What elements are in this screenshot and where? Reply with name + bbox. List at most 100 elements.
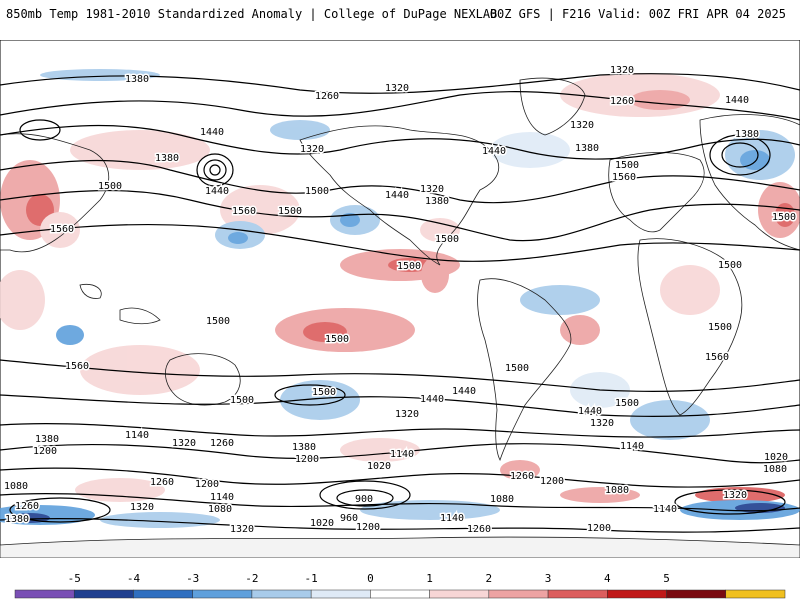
contour-label: 1500: [230, 395, 254, 406]
contour-labels: 1380 1320 1260 1320 1440 1320 1260 1440 …: [3, 64, 798, 537]
contour-label: 1200: [33, 446, 57, 457]
contour-label: 1140: [210, 492, 234, 503]
contour-label: 1320: [420, 184, 444, 195]
contour-label: 1080: [763, 464, 787, 475]
contour-label: 1500: [718, 260, 742, 271]
colorbar-tick-label: 2: [486, 572, 493, 585]
contour-label: 1440: [385, 190, 409, 201]
contour-label: 900: [355, 494, 373, 505]
contour-label: 1140: [390, 449, 414, 460]
contour-label: 1380: [735, 129, 759, 140]
colorbar-segment: [429, 589, 490, 599]
contour-label: 1500: [615, 398, 639, 409]
contour-label: 1200: [195, 479, 219, 490]
colorbar-segment: [73, 589, 134, 599]
contour-label: 1080: [605, 485, 629, 496]
contour-label: 1440: [205, 186, 229, 197]
contour-label: 1140: [210, 492, 234, 503]
contour-label: 1200: [356, 522, 380, 533]
contour-label: 1560: [50, 224, 74, 235]
contour-label: 1320: [172, 438, 196, 449]
colorbar-segment: [607, 589, 667, 599]
anomaly-map: 1380 1320 1260 1320 1440 1320 1260 1440 …: [0, 40, 800, 558]
contour-label: 1500: [206, 316, 230, 327]
contour-label: 1320: [300, 144, 324, 155]
contour-label: 1440: [482, 146, 506, 157]
contour-label: 1440: [725, 95, 749, 106]
contour-label: 1200: [295, 454, 319, 465]
contour-label: 1320: [230, 524, 254, 535]
colorbar-tick-label: -1: [305, 572, 318, 585]
contour-label: 1440: [200, 127, 224, 138]
contour-label: 1260: [210, 438, 234, 449]
colorbar-segment: [370, 589, 430, 599]
model-run-info: 00Z GFS | F216 Valid: 00Z FRI APR 04 202…: [489, 7, 786, 21]
map-title: 850mb Temp 1981-2010 Standardized Anomal…: [6, 7, 498, 21]
contour-label: 1320: [395, 409, 419, 420]
contour-label: 1140: [125, 430, 149, 441]
height-contours: [0, 73, 800, 533]
contour-label: 1320: [723, 490, 747, 501]
contour-label: 1500: [305, 186, 329, 197]
colorbar-tick-label: 0: [367, 572, 374, 585]
contour-label: 1560: [612, 172, 636, 183]
colorbar-segment: [547, 589, 608, 599]
contour-label: 1380: [125, 74, 149, 85]
colorbar-tick-label: -2: [245, 572, 258, 585]
contour-label: 1260: [510, 471, 534, 482]
contour-label: 1440: [578, 406, 602, 417]
contour-label: 1140: [440, 513, 464, 524]
contour-label: 1200: [540, 476, 564, 487]
contour-label: 1560: [705, 352, 729, 363]
colorbar-segment: [725, 589, 786, 599]
contour-label: 1260: [467, 524, 491, 535]
header: 850mb Temp 1981-2010 Standardized Anomal…: [0, 0, 800, 30]
contour-label: 1380: [5, 514, 29, 525]
contour-label: 1560: [232, 206, 256, 217]
contour-label: 1320: [570, 120, 594, 131]
contour-label: 1260: [15, 501, 39, 512]
contour-label: 1500: [98, 181, 122, 192]
contour-label: 1380: [35, 434, 59, 445]
contour-label: 1140: [620, 441, 644, 452]
contour-label: 1500: [325, 334, 349, 345]
contour-label: 1380: [155, 153, 179, 164]
colorbar-tick-label: -3: [186, 572, 199, 585]
contour-label: 960: [340, 513, 358, 524]
colorbar-tick-label: 4: [604, 572, 611, 585]
contour-label: 1020: [367, 461, 391, 472]
contour-label: 1140: [653, 504, 677, 515]
colorbar-segment: [14, 589, 75, 599]
contour-label: 1500: [772, 212, 796, 223]
contour-label: 1260: [315, 91, 339, 102]
contour-label: 1080: [4, 481, 28, 492]
colorbar-segment: [251, 589, 312, 599]
contour-label: 1080: [208, 504, 232, 515]
contour-label: 1200: [587, 523, 611, 534]
contour-label: 1320: [385, 83, 409, 94]
contour-label: 1380: [425, 196, 449, 207]
contour-label: 1500: [312, 387, 336, 398]
contour-label: 1500: [278, 206, 302, 217]
colorbar-tick-label: 5: [663, 572, 670, 585]
colorbar: -5 -4 -3 -2 -1 0 1 2 3 4 5: [14, 572, 786, 599]
contour-label: 1500: [615, 160, 639, 171]
coastlines: [0, 77, 800, 558]
contour-label: 1080: [490, 494, 514, 505]
contour-label: 1500: [708, 322, 732, 333]
contour-label: 1260: [610, 96, 634, 107]
colorbar-segment: [133, 589, 193, 599]
contour-label: 1500: [505, 363, 529, 374]
contour-label: 1500: [397, 261, 421, 272]
contour-label: 1440: [452, 386, 476, 397]
contour-label: 1020: [310, 518, 334, 529]
contour-label: 1560: [65, 361, 89, 372]
colorbar-segment: [310, 589, 371, 599]
contour-label: 1440: [420, 394, 444, 405]
colorbar-segment: [666, 589, 727, 599]
contour-label: 1380: [292, 442, 316, 453]
colorbar-segment: [192, 589, 253, 599]
contour-label: 1320: [130, 502, 154, 513]
contour-label: 1380: [575, 143, 599, 154]
colorbar-tick-label: 1: [426, 572, 433, 585]
